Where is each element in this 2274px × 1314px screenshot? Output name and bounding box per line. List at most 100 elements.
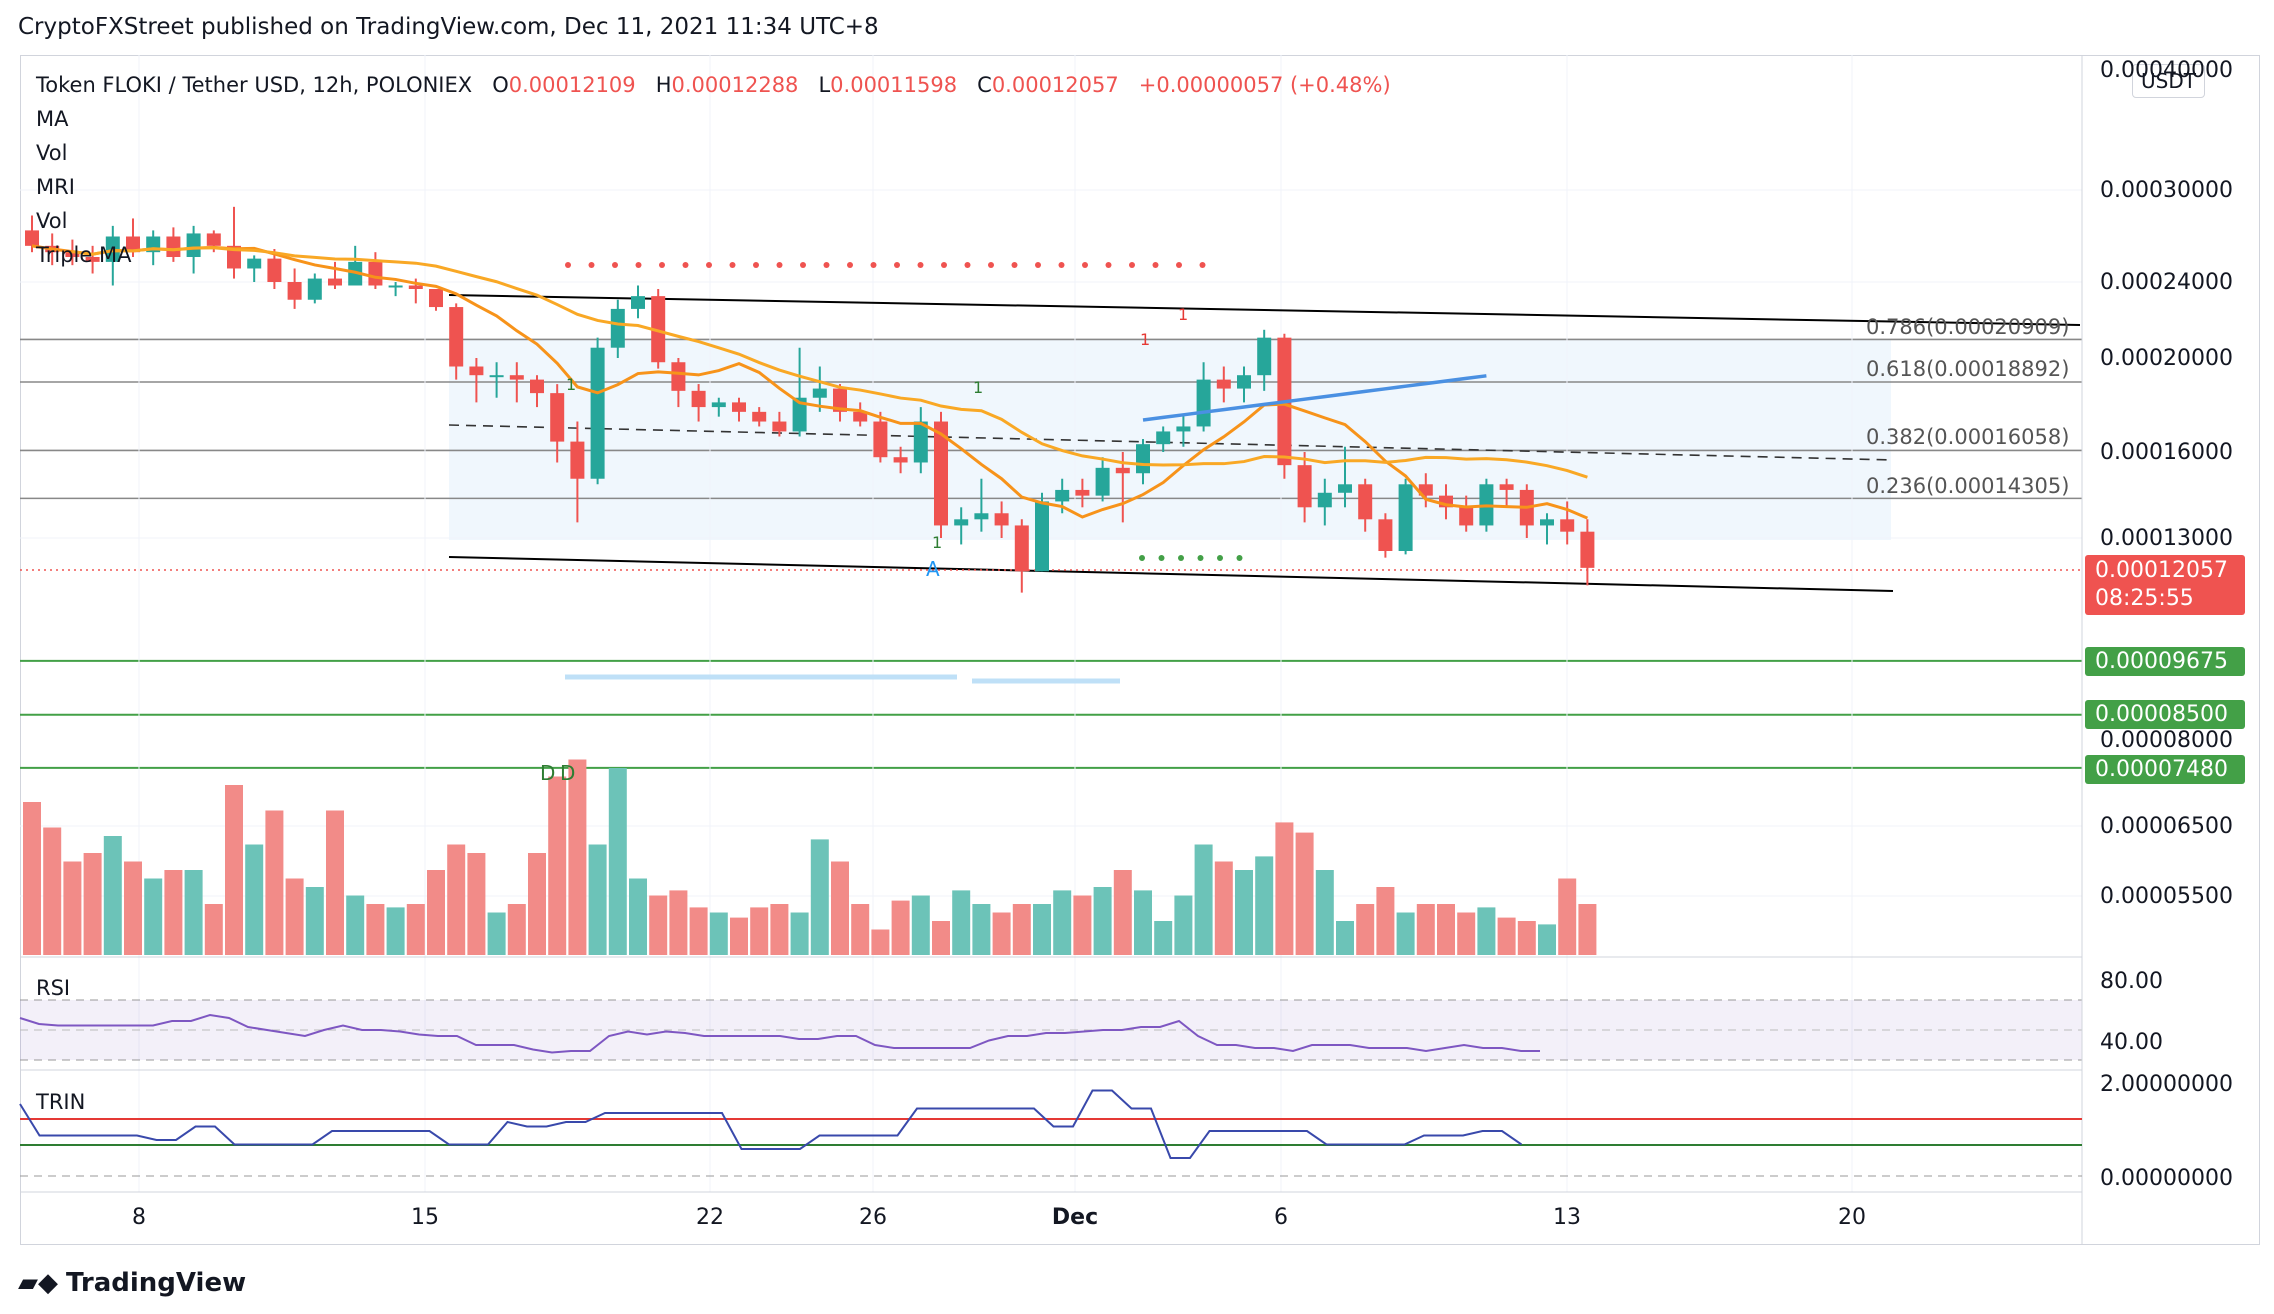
legend-indicator[interactable]: Vol: [36, 209, 68, 233]
volume-bar: [730, 917, 748, 955]
legend-indicator[interactable]: Triple MA: [36, 243, 132, 267]
candle-body: [671, 362, 686, 391]
volume-bar: [608, 768, 627, 955]
volume-bar: [1134, 890, 1152, 955]
candle-body: [570, 441, 585, 479]
volume-bar: [1174, 895, 1193, 955]
trin-label[interactable]: TRIN: [36, 1090, 86, 1114]
legend-indicator[interactable]: MRI: [36, 175, 75, 199]
sar-dot: [988, 262, 994, 268]
marker-td-4: 1: [1140, 330, 1150, 349]
legend-indicator[interactable]: Vol: [36, 141, 68, 165]
candle-body: [287, 282, 302, 300]
candle-body: [449, 307, 464, 367]
volume-bar: [891, 900, 910, 955]
volume-bar: [1295, 832, 1314, 955]
price-axis-label: 0.00040000: [2100, 58, 2233, 83]
candle-body: [610, 308, 625, 348]
current-price-value: 0.00012057: [2095, 558, 2228, 583]
sar-dot: [565, 262, 571, 268]
candle-body: [408, 285, 423, 290]
sar-dot: [729, 262, 736, 268]
sar-dot: [1199, 262, 1206, 268]
candle-body: [590, 347, 605, 479]
trin-axis-label: 2.00000000: [2100, 1072, 2233, 1097]
marker-td-2: 1: [973, 378, 983, 397]
volume-bar: [750, 907, 769, 955]
candle-body: [1156, 431, 1171, 445]
rsi-axis-label: 40.00: [2100, 1030, 2163, 1055]
candle-body: [812, 388, 827, 398]
volume-bar: [1517, 921, 1536, 955]
sar-dot: [917, 262, 924, 268]
legend-l-label: L: [818, 73, 831, 97]
candle-body: [1418, 484, 1433, 496]
candle-body: [227, 245, 241, 269]
candle-body: [1439, 495, 1453, 508]
candle-body: [186, 233, 201, 258]
fib-label-618: 0.618(0.00018892): [1866, 357, 2070, 381]
volume-bar: [1214, 861, 1233, 955]
candle-body: [530, 379, 544, 394]
volume-bar: [386, 907, 405, 955]
price-axis-label: 0.00020000: [2100, 346, 2233, 371]
volume-bar: [1073, 895, 1092, 955]
volume-bar: [790, 912, 809, 955]
candle-body: [509, 375, 524, 380]
volume-bar: [1012, 904, 1031, 955]
volume-bar: [851, 904, 870, 955]
legend-low: 0.00011598: [830, 73, 958, 97]
legend-high: 0.00012288: [671, 73, 799, 97]
fib-label-786: 0.786(0.00020909): [1866, 315, 2070, 339]
legend-indicator[interactable]: MA: [36, 107, 69, 131]
volume-bar: [245, 844, 264, 955]
price-axis-label: 0.00030000: [2100, 178, 2233, 203]
candle-body: [368, 261, 383, 286]
candle-body: [25, 230, 39, 246]
sar-dot: [1178, 555, 1184, 561]
sar-dot: [776, 262, 783, 268]
candle-body: [1540, 519, 1554, 526]
volume-bar: [346, 895, 365, 955]
volume-bar: [1558, 878, 1577, 955]
sar-dot: [1105, 262, 1112, 268]
sar-dot: [847, 262, 853, 268]
candle-body: [489, 375, 504, 378]
time-grid: [138, 55, 1853, 1192]
fib-label-382: 0.382(0.00016058): [1866, 425, 2070, 449]
candle-body: [206, 233, 221, 246]
tradingview-footer[interactable]: ▰◆ TradingView: [18, 1268, 246, 1298]
volume-bar: [83, 853, 102, 955]
volume-bar: [43, 827, 62, 955]
candle-body: [833, 388, 847, 412]
candle-body: [1398, 484, 1413, 552]
volume-bar: [63, 861, 82, 955]
rsi-label[interactable]: RSI: [36, 976, 71, 1000]
legend: Token FLOKI / Tether USD, 12h, POLONIEX …: [36, 68, 1391, 272]
fib-label-236: 0.236(0.00014305): [1866, 474, 2070, 498]
currency-badge[interactable]: USDT: [2132, 64, 2205, 98]
candle-body: [307, 278, 322, 300]
volume-bar: [649, 895, 668, 955]
volume-bar: [1538, 924, 1556, 955]
candle-body: [691, 390, 706, 408]
candle-body: [1136, 444, 1150, 474]
candle-body: [1055, 489, 1070, 502]
candle-body: [913, 421, 928, 463]
volume-bar: [1396, 912, 1415, 955]
price-axis-label: 0.00008000: [2100, 728, 2233, 753]
volume-bar: [1093, 887, 1112, 955]
volume-bar: [225, 785, 243, 955]
volume-bar: [447, 844, 466, 955]
time-axis-label: 6: [1274, 1205, 1288, 1230]
candle-body: [550, 393, 565, 442]
volume-bar: [669, 890, 688, 955]
sar-dot: [753, 262, 759, 268]
volume-bar: [1275, 822, 1294, 955]
marker-td-5: 1: [932, 533, 942, 552]
candle-body: [1237, 375, 1251, 389]
candle-body: [1035, 501, 1049, 572]
candle-body: [1297, 465, 1312, 508]
sar-dot: [941, 262, 947, 268]
